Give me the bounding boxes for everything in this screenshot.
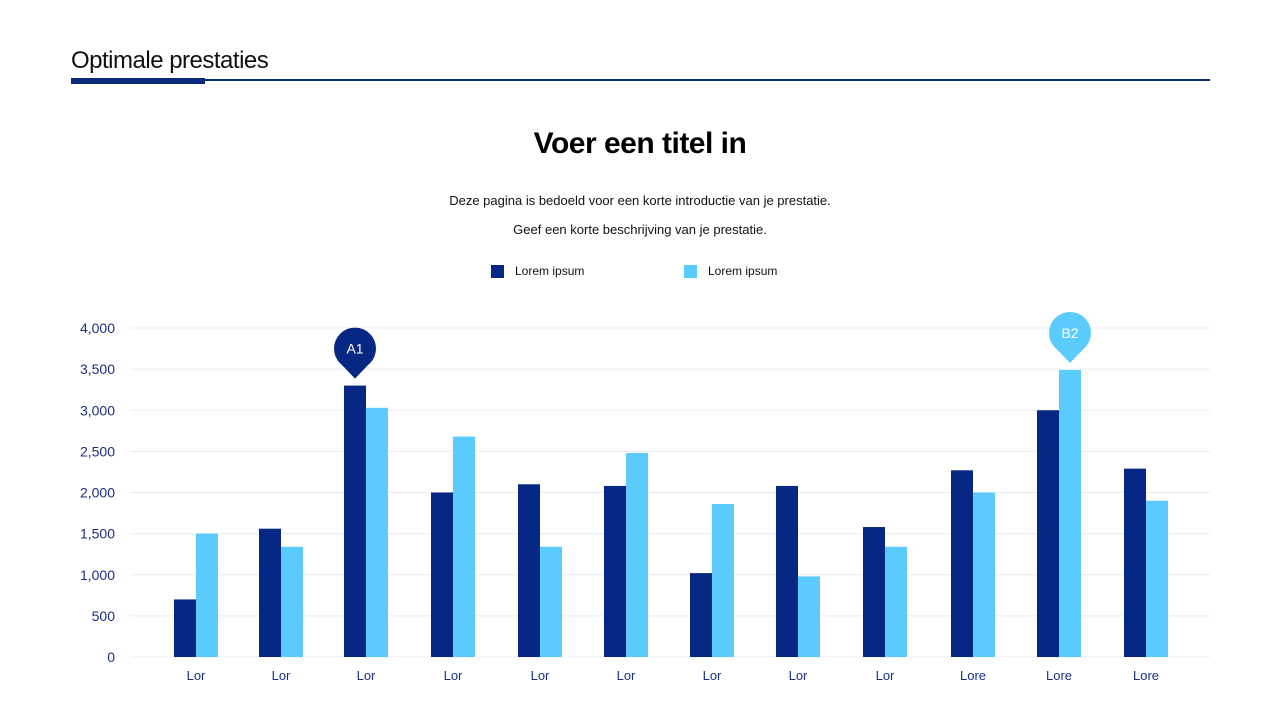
bar-series-2: [453, 436, 475, 657]
y-tick-label: 1,500: [80, 526, 115, 542]
bar-series-2: [798, 576, 820, 657]
bar-series-2: [973, 492, 995, 657]
y-tick-label: 0: [107, 649, 115, 665]
bar-series-2: [366, 407, 388, 657]
bar-series-1: [431, 492, 453, 657]
x-tick-label: Lor: [272, 668, 291, 683]
bar-series-2: [626, 453, 648, 657]
x-tick-label: Lor: [444, 668, 463, 683]
bar-series-2: [281, 546, 303, 657]
bar-series-2: [196, 533, 218, 657]
header-divider: [71, 79, 1210, 81]
bar-series-2: [885, 546, 907, 657]
x-tick-label: Lor: [617, 668, 636, 683]
header-accent-bar: [71, 78, 205, 84]
annotation-label: A1: [346, 341, 363, 357]
legend-swatch: [684, 264, 697, 278]
y-tick-label: 3,500: [80, 361, 115, 377]
legend-label: Lorem ipsum: [515, 264, 585, 278]
y-tick-label: 3,000: [80, 402, 115, 418]
bar-series-2: [712, 504, 734, 657]
description-line-1: Deze pagina is bedoeld voor een korte in…: [449, 193, 831, 208]
legend-swatch: [491, 264, 504, 278]
y-tick-label: 500: [92, 608, 116, 624]
bar-series-1: [259, 528, 281, 657]
bar-series-1: [1124, 468, 1146, 657]
x-tick-label: Lore: [960, 668, 986, 683]
x-tick-label: Lor: [357, 668, 376, 683]
x-tick-label: Lore: [1133, 668, 1159, 683]
bar-series-1: [518, 484, 540, 657]
bar-series-1: [174, 599, 196, 657]
legend-item-2: Lorem ipsum: [684, 264, 777, 278]
bar-series-1: [776, 485, 798, 657]
bar-series-1: [951, 470, 973, 657]
bar-series-1: [863, 527, 885, 657]
annotation-pin: [1049, 311, 1091, 354]
x-tick-label: Lor: [876, 668, 895, 683]
bar-series-1: [1037, 410, 1059, 657]
bar-series-1: [604, 485, 626, 657]
x-tick-label: Lor: [187, 668, 206, 683]
y-tick-label: 1,000: [80, 567, 115, 583]
annotation-pin: [334, 327, 376, 370]
y-tick-label: 4,000: [80, 320, 115, 336]
legend-label: Lorem ipsum: [708, 264, 778, 278]
y-tick-label: 2,500: [80, 443, 115, 459]
x-tick-label: Lor: [703, 668, 722, 683]
legend-item-1: Lorem ipsum: [491, 264, 584, 278]
bar-series-2: [1146, 500, 1168, 657]
annotation-label: B2: [1061, 325, 1078, 341]
page-header-title: Optimale prestaties: [71, 47, 269, 74]
y-tick-label: 2,000: [80, 485, 115, 501]
chart-title: Voer een titel in: [533, 127, 747, 160]
bar-series-2: [1059, 369, 1081, 657]
x-tick-label: Lore: [1046, 668, 1072, 683]
x-tick-label: Lor: [531, 668, 550, 683]
bar-series-1: [344, 385, 366, 657]
bar-series-2: [540, 546, 562, 657]
x-tick-label: Lor: [789, 668, 808, 683]
description-line-2: Geef een korte beschrijving van je prest…: [513, 222, 767, 237]
bar-series-1: [690, 573, 712, 657]
